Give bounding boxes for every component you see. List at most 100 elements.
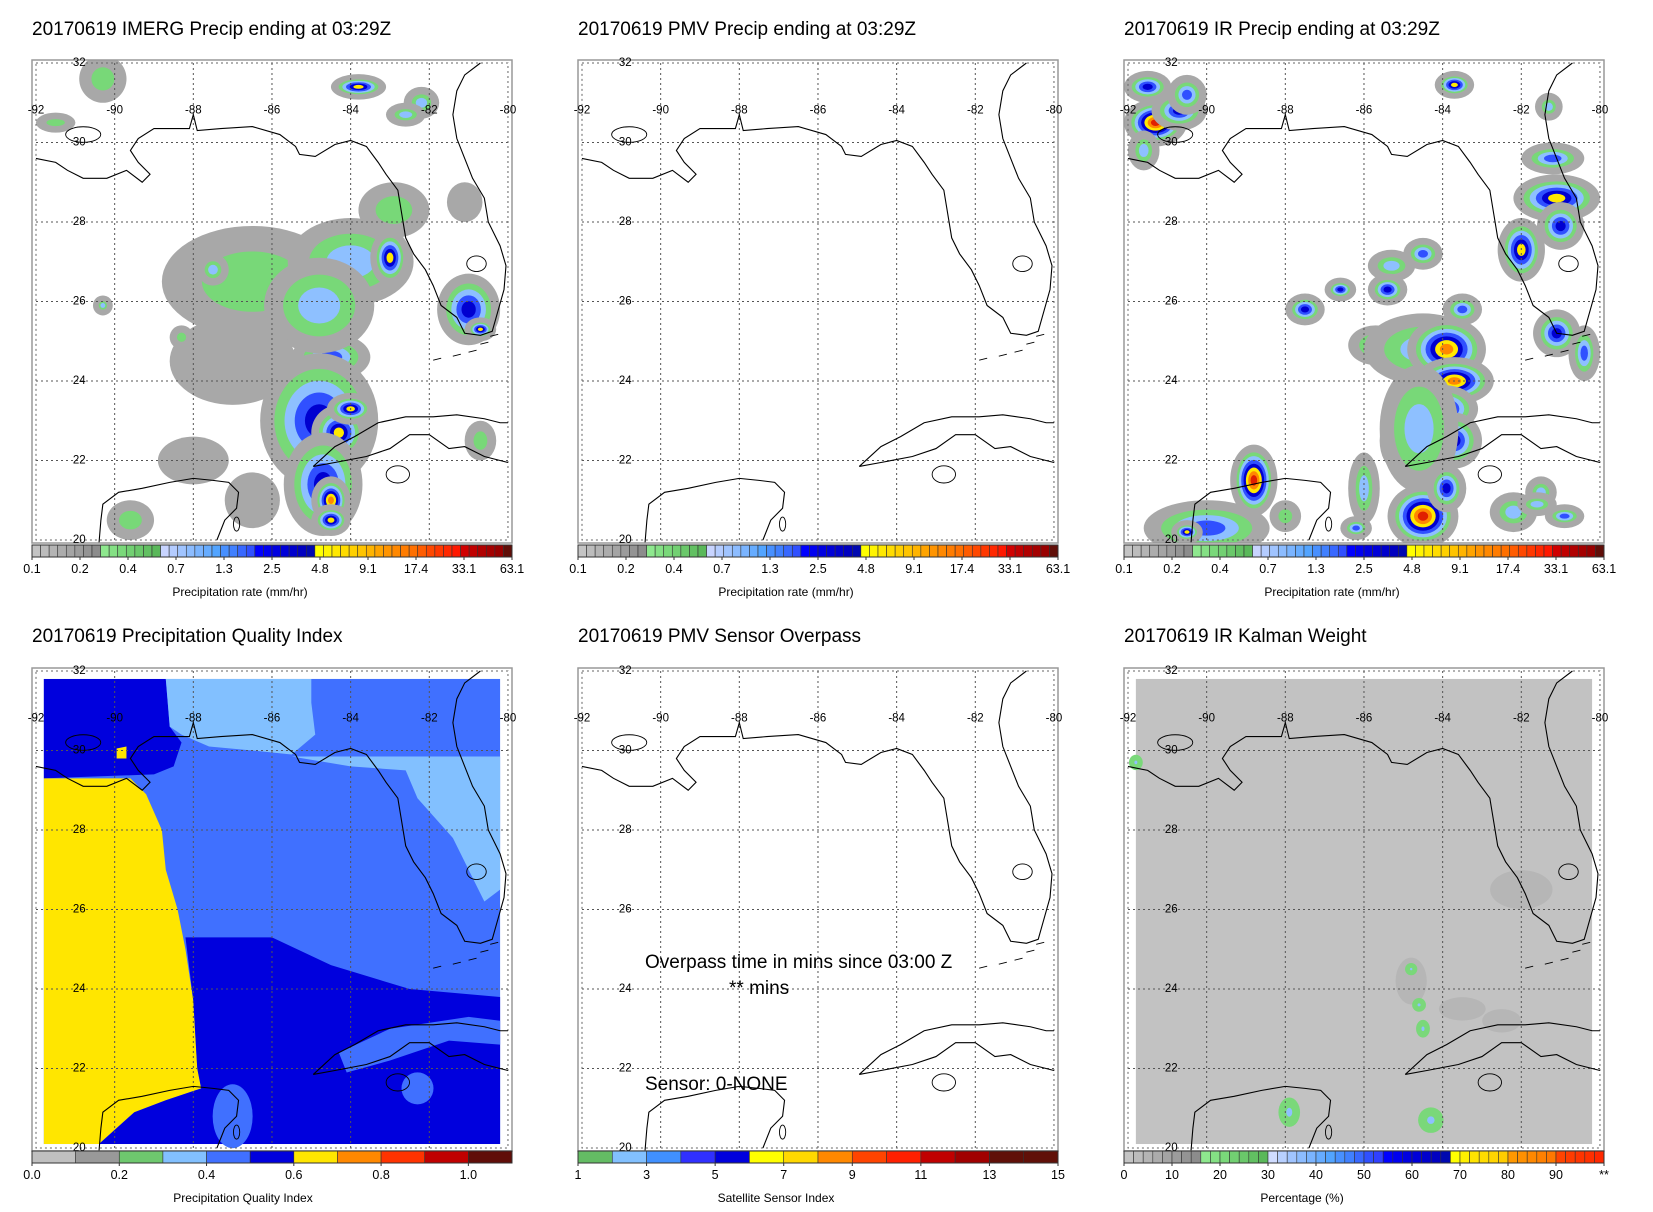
colorbar-swatch	[425, 544, 436, 558]
colorbar-tick-label: 3	[643, 1168, 650, 1182]
colorbar-swatch	[348, 544, 359, 558]
panel-title: 20170619 IR Kalman Weight	[1124, 626, 1367, 647]
colorbar-tick-label: 0.1	[23, 562, 40, 576]
colorbar-swatch	[1363, 544, 1373, 558]
colorbar-swatch	[629, 544, 639, 558]
lon-label: -84	[1434, 105, 1451, 117]
colorbar-swatch	[1574, 1150, 1586, 1164]
kalman-shade	[1438, 997, 1486, 1021]
lat-label: 24	[73, 983, 86, 995]
keys-outline	[468, 957, 477, 961]
colorbar-swatch	[1031, 544, 1042, 558]
coastline-path	[581, 670, 1053, 944]
colorbar-tick-label: 15	[1051, 1168, 1065, 1182]
colorbar-swatch	[245, 544, 256, 558]
lon-label: -90	[106, 713, 123, 725]
coastline-path	[35, 62, 507, 336]
colorbar-swatch	[1190, 1150, 1202, 1164]
colorbar-swatch	[1478, 1150, 1490, 1164]
precip-cell	[1548, 193, 1566, 203]
colorbar-swatch	[594, 544, 605, 558]
colorbar-swatch	[714, 1150, 750, 1164]
coastline	[35, 62, 509, 543]
colorbar-swatch	[1325, 1150, 1336, 1164]
panel-kalman: 20170619 IR Kalman Weight Percentage (%)	[1124, 626, 1367, 1205]
precip-cell	[1138, 143, 1149, 157]
lat-label: 24	[1165, 983, 1178, 995]
colorbar-swatch	[194, 544, 204, 558]
lon-label: -92	[1120, 105, 1137, 117]
lat-label: 28	[619, 824, 632, 836]
colorbar-swatch	[75, 1150, 120, 1164]
colorbar-tick-label: 80	[1501, 1168, 1515, 1182]
colorbar-swatch	[1238, 1150, 1250, 1164]
colorbar-tick-label: 0.0	[23, 1168, 40, 1182]
colorbar-swatch	[1354, 1150, 1365, 1164]
colorbar-precip: 0.1 0.2 0.4 0.7 1.3 2.5 4.8 9.1 17.4 33.1 63.1	[569, 544, 1070, 576]
precip-cell	[1559, 513, 1570, 519]
colorbar-swatch	[1152, 1150, 1163, 1164]
colorbar-precip: 0.1 0.2 0.4 0.7 1.3 2.5 4.8 9.1 17.4 33.1 63.1	[1115, 544, 1616, 576]
keys-outline	[1572, 341, 1581, 345]
colorbar-tick-label: 9.1	[905, 562, 922, 576]
panel-pmv: 20170619 PMV Precip ending at 03:29Z Pre…	[578, 19, 916, 599]
colorbar-swatch	[1483, 544, 1493, 558]
colorbar-swatch	[817, 1150, 853, 1164]
colorbar-swatch	[1500, 544, 1511, 558]
colorbar-swatch	[1200, 1150, 1211, 1164]
coastline-path	[858, 1022, 1054, 1075]
lon-label: -90	[652, 105, 669, 117]
colorbar-swatch	[663, 544, 673, 558]
lat-label: 30	[619, 137, 632, 149]
colorbar-tick-label: 1.3	[761, 562, 778, 576]
precip-cell	[1442, 483, 1451, 494]
colorbar-swatch	[1277, 1150, 1288, 1164]
colorbar-swatch	[1175, 544, 1185, 558]
lon-label: -82	[421, 105, 438, 117]
colorbar-tick-label: 20	[1213, 1168, 1227, 1182]
colorbar-swatch	[1023, 544, 1033, 558]
colorbar-swatch	[1162, 1150, 1173, 1164]
colorbar-swatch	[1142, 1150, 1154, 1164]
colorbar-swatch	[740, 544, 750, 558]
coastline	[1127, 62, 1601, 543]
panel-pqi: 20170619 Precipitation Quality Index Pre…	[32, 626, 343, 1205]
colorbar-swatch	[254, 544, 264, 558]
coastline-path	[35, 670, 507, 944]
colorbar-swatch	[1450, 1150, 1461, 1164]
colorbar-swatch	[1286, 1150, 1298, 1164]
colorbar-label: Percentage (%)	[1260, 1191, 1343, 1205]
colorbar-swatch	[1229, 1150, 1240, 1164]
colorbar-tick-label: 7	[780, 1168, 787, 1182]
colorbar-tick-label: 63.1	[1046, 562, 1070, 576]
colorbar-swatch	[305, 544, 316, 558]
island-outline	[1012, 863, 1033, 880]
colorbar-swatch	[1440, 1150, 1451, 1164]
island-outline	[611, 126, 648, 143]
colorbar-swatch	[1040, 544, 1050, 558]
lat-label: 32	[1165, 665, 1178, 677]
colorbar-swatch	[91, 544, 101, 558]
island-outline	[1558, 255, 1579, 272]
colorbar-swatch	[460, 544, 470, 558]
pqi-region-0.3	[291, 756, 501, 902]
data-field	[1128, 678, 1593, 1145]
data-field	[35, 60, 501, 541]
colorbar-swatch	[340, 544, 350, 558]
keys-outline	[490, 941, 499, 945]
lat-label: 20	[619, 534, 632, 546]
island-outline	[1012, 255, 1033, 272]
colorbar-swatch	[293, 1150, 338, 1164]
colorbar-swatch	[31, 544, 41, 558]
colorbar-tick-label: 0.4	[1211, 562, 1228, 576]
lon-label: -86	[810, 105, 827, 117]
colorbar-swatch	[1217, 544, 1228, 558]
colorbar-swatch	[117, 544, 127, 558]
colorbar-swatch	[374, 544, 384, 558]
colorbar-swatch	[1267, 1150, 1278, 1164]
colorbar-swatch	[331, 544, 341, 558]
colorbar-swatch	[263, 544, 273, 558]
lon-label: -86	[1356, 713, 1373, 725]
lat-label: 32	[1165, 57, 1178, 69]
precip-cell	[157, 436, 229, 485]
